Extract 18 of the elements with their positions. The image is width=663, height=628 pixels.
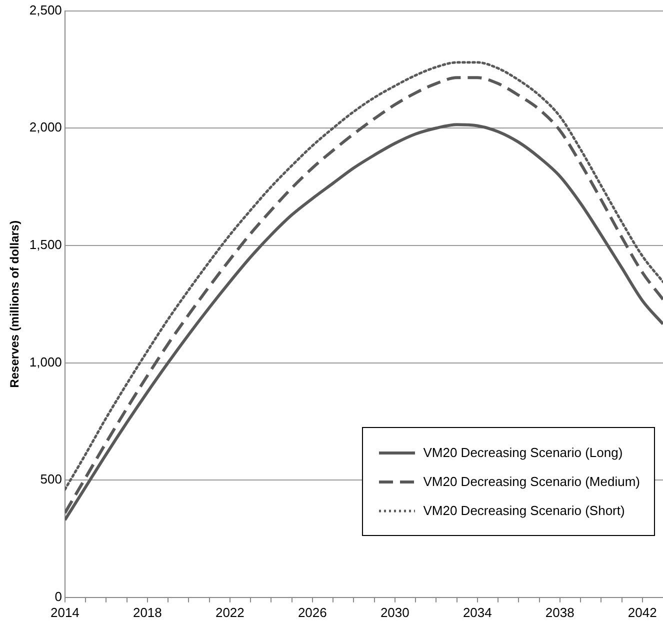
- x-tick-label: 2030: [380, 604, 410, 620]
- y-tick-label: 500: [40, 472, 62, 487]
- y-tick-label: 2,000: [29, 120, 62, 135]
- y-tick-label: 0: [54, 588, 62, 604]
- x-tick-label: 2042: [628, 604, 657, 620]
- x-tick-label: 2018: [132, 604, 162, 620]
- x-tick-label: 2034: [462, 604, 492, 620]
- x-tick-label: 2022: [215, 604, 244, 620]
- x-tick-label: 2026: [298, 604, 327, 620]
- y-tick-label: 2,500: [29, 2, 62, 18]
- legend-label: VM20 Decreasing Scenario (Medium): [423, 474, 640, 489]
- legend-label: VM20 Decreasing Scenario (Long): [423, 445, 623, 460]
- y-tick-label: 1,000: [29, 354, 62, 370]
- legend-label: VM20 Decreasing Scenario (Short): [423, 503, 625, 518]
- y-tick-label: 1,500: [29, 237, 62, 252]
- x-tick-label: 2014: [50, 604, 80, 620]
- y-axis-title: Reserves (millions of dollars): [8, 220, 22, 388]
- x-tick-label: 2038: [545, 604, 574, 620]
